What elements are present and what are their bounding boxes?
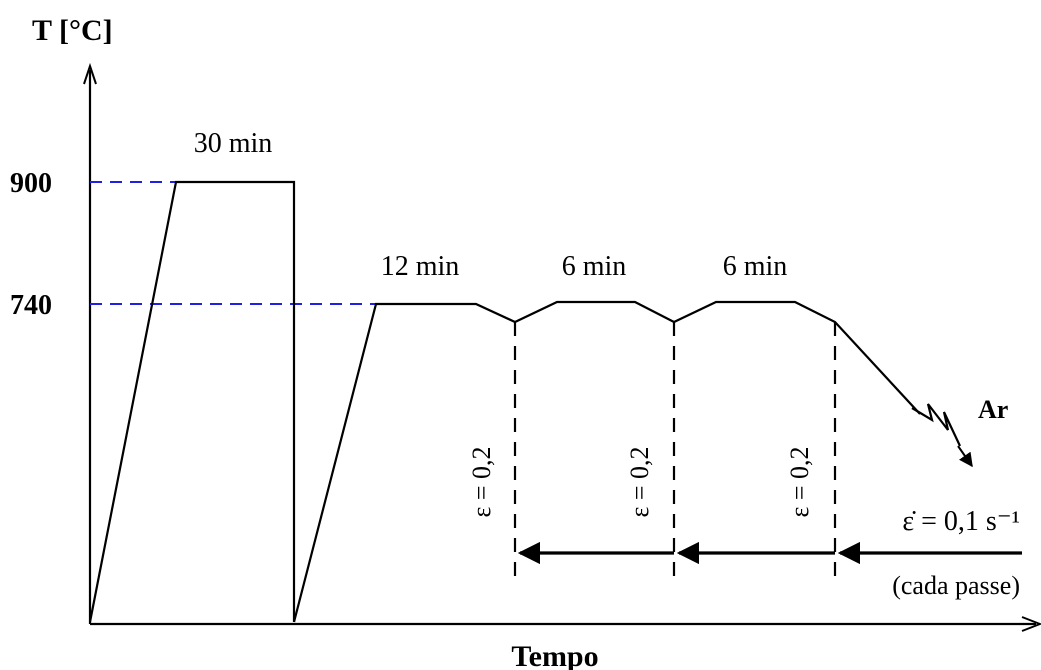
profile-first-cycle (88, 180, 296, 623)
strain-rate-note: (cada passe) (892, 571, 1020, 600)
x-axis-label: Tempo (511, 640, 598, 670)
hold-label-12min: 12 min (381, 251, 460, 282)
cooling-symbol (911, 403, 961, 447)
cooling-label: Ar (978, 395, 1008, 424)
strain-rate-label: ε̇ = 0,1 s⁻¹ (902, 506, 1020, 537)
strain-label-2: ε = 0,2 (625, 446, 654, 517)
y-tick-740: 740 (10, 290, 52, 321)
strain-label-1: ε = 0,2 (467, 446, 496, 517)
hold-label-6min-b: 6 min (723, 251, 788, 282)
x-axis-arrow (1021, 616, 1041, 632)
cooling-arrow (957, 445, 973, 468)
y-axis-arrow (83, 62, 97, 85)
y-tick-900: 900 (10, 168, 52, 199)
profile-second-cycle (292, 300, 921, 623)
strain-label-3: ε = 0,2 (785, 446, 814, 517)
hold-label-30min: 30 min (194, 128, 273, 159)
y-axis-label: T [°C] (32, 14, 113, 47)
hold-label-6min-a: 6 min (562, 251, 627, 282)
